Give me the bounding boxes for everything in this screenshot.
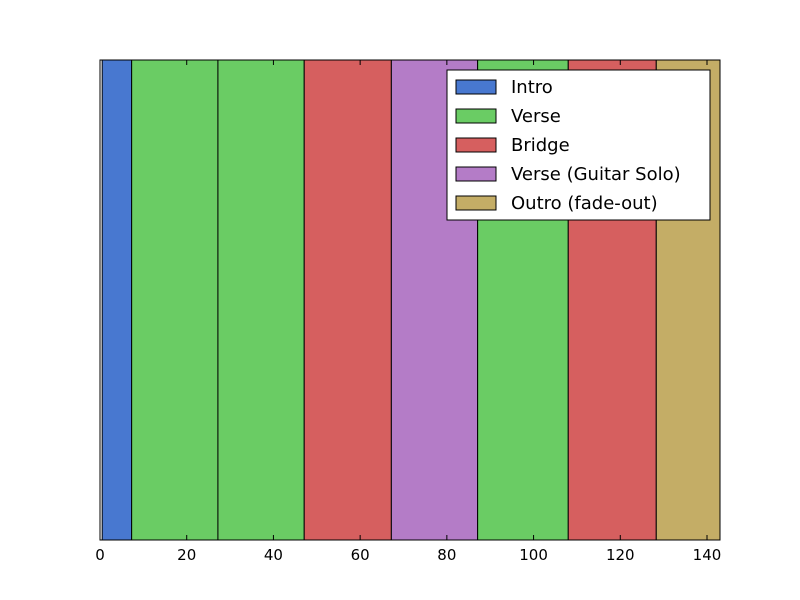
x-tick-label-20: 20 [177,546,196,564]
segment-bar-2 [131,59,219,541]
segment-bar-1 [101,59,133,541]
legend-label-3: Bridge [511,135,570,156]
legend-swatch-2 [455,108,497,124]
segment-bar-4 [303,59,392,541]
x-tick-label-100: 100 [519,546,548,564]
legend-label-2: Verse [511,106,561,127]
x-tick-label-80: 80 [437,546,456,564]
x-tick-label-0: 0 [95,546,105,564]
x-tick-label-120: 120 [606,546,635,564]
axes-frame [99,59,721,541]
segment-bar-3 [217,59,305,541]
legend-label-1: Intro [511,77,553,98]
legend-swatch-3 [455,137,497,153]
x-tick-label-40: 40 [264,546,283,564]
legend-label-4: Verse (Guitar Solo) [511,164,681,185]
x-tick-label-60: 60 [351,546,370,564]
legend-swatch-1 [455,79,497,95]
x-tick-label-140: 140 [693,546,722,564]
legend-label-5: Outro (fade-out) [511,193,658,214]
legend-swatch-4 [455,166,497,182]
legend: Intro Verse Bridge Verse (Guitar Solo) Outro… [446,69,711,221]
legend-swatch-5 [455,195,497,211]
x-ticks-layer: 0 20 40 60 80 100 120 140 [95,60,721,564]
